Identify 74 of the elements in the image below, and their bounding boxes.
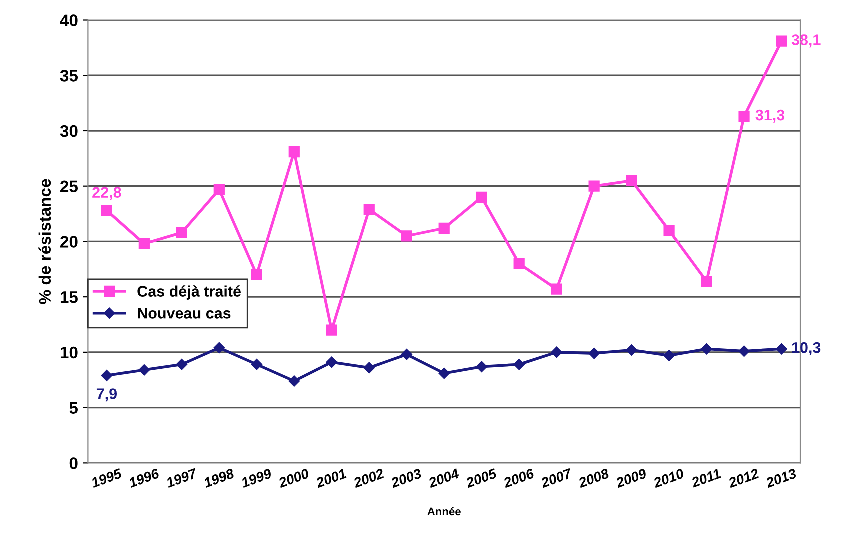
x-tick-label: 1997	[166, 468, 198, 488]
point	[288, 376, 300, 387]
point	[101, 205, 112, 216]
point	[326, 356, 338, 368]
x-tick-label: 1996	[128, 468, 160, 488]
data-label: 22,8	[92, 187, 122, 200]
legend-label: Nouveau cas	[138, 308, 231, 319]
point	[514, 359, 525, 370]
legend-label: Cas déjà traité	[138, 286, 242, 300]
point	[401, 349, 412, 360]
y-tick-label: 30	[60, 125, 78, 138]
y-tick-label: 35	[60, 70, 78, 82]
point	[476, 361, 488, 372]
x-tick-label: 2004	[428, 468, 460, 488]
data-label: 7,9	[96, 388, 117, 402]
x-tick-label: 2012	[727, 468, 760, 488]
point	[364, 204, 375, 216]
point	[438, 368, 450, 380]
x-tick-label: 2005	[465, 468, 498, 488]
point	[664, 350, 675, 362]
point	[626, 175, 638, 186]
y-tick-label: 15	[60, 292, 78, 304]
x-tick-label: 2000	[278, 468, 310, 488]
point	[176, 359, 188, 370]
x-tick-label: 1998	[203, 468, 236, 488]
point	[738, 111, 750, 122]
x-tick-label: 2006	[502, 468, 536, 488]
data-label: 31,3	[756, 110, 785, 123]
x-tick-label: 2001	[315, 468, 347, 488]
point	[288, 146, 300, 158]
point	[176, 227, 188, 238]
point	[664, 225, 675, 236]
point	[588, 348, 600, 360]
point	[438, 222, 450, 234]
x-axis-title: Année	[428, 507, 461, 516]
point	[364, 362, 375, 374]
point	[776, 36, 788, 47]
point	[138, 364, 150, 376]
y-tick-label: 20	[60, 236, 78, 248]
point	[514, 258, 525, 270]
data-label: 10,3	[792, 342, 821, 356]
x-tick-label: 2008	[578, 468, 610, 488]
point	[326, 324, 338, 336]
point	[214, 184, 225, 196]
point	[251, 359, 263, 370]
point	[401, 230, 412, 242]
x-tick-label: 2010	[652, 468, 685, 488]
point	[551, 346, 562, 358]
y-tick-label: 25	[60, 180, 78, 193]
point	[626, 344, 638, 356]
y-axis-title: % de résistance	[38, 179, 52, 304]
point	[588, 180, 600, 192]
point	[251, 269, 262, 280]
x-tick-label: 2003	[390, 468, 423, 488]
x-tick-label: 2011	[690, 468, 722, 488]
point	[738, 346, 750, 357]
x-tick-label: 2007	[540, 468, 574, 488]
x-tick-label: 1999	[240, 468, 273, 488]
y-tick-label: 10	[60, 346, 78, 359]
point	[776, 344, 788, 355]
point	[701, 344, 712, 355]
y-tick-label: 5	[70, 402, 78, 414]
point	[214, 342, 226, 354]
point	[476, 192, 488, 203]
x-tick-label: 2009	[614, 468, 648, 488]
point	[701, 276, 712, 288]
x-tick-label: 1995	[90, 468, 123, 488]
y-tick-label: 40	[60, 14, 78, 26]
x-tick-label: 2013	[764, 468, 798, 488]
y-tick-label: 0	[70, 458, 78, 470]
point	[551, 284, 562, 295]
x-tick-label: 2002	[352, 468, 386, 488]
point	[138, 238, 150, 250]
point	[101, 370, 113, 382]
